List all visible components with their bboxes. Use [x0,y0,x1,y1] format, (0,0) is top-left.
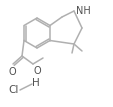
Text: O: O [34,66,41,76]
Text: H: H [32,78,39,88]
Text: NH: NH [75,6,90,16]
Text: Cl: Cl [8,85,18,95]
Text: O: O [8,67,16,77]
